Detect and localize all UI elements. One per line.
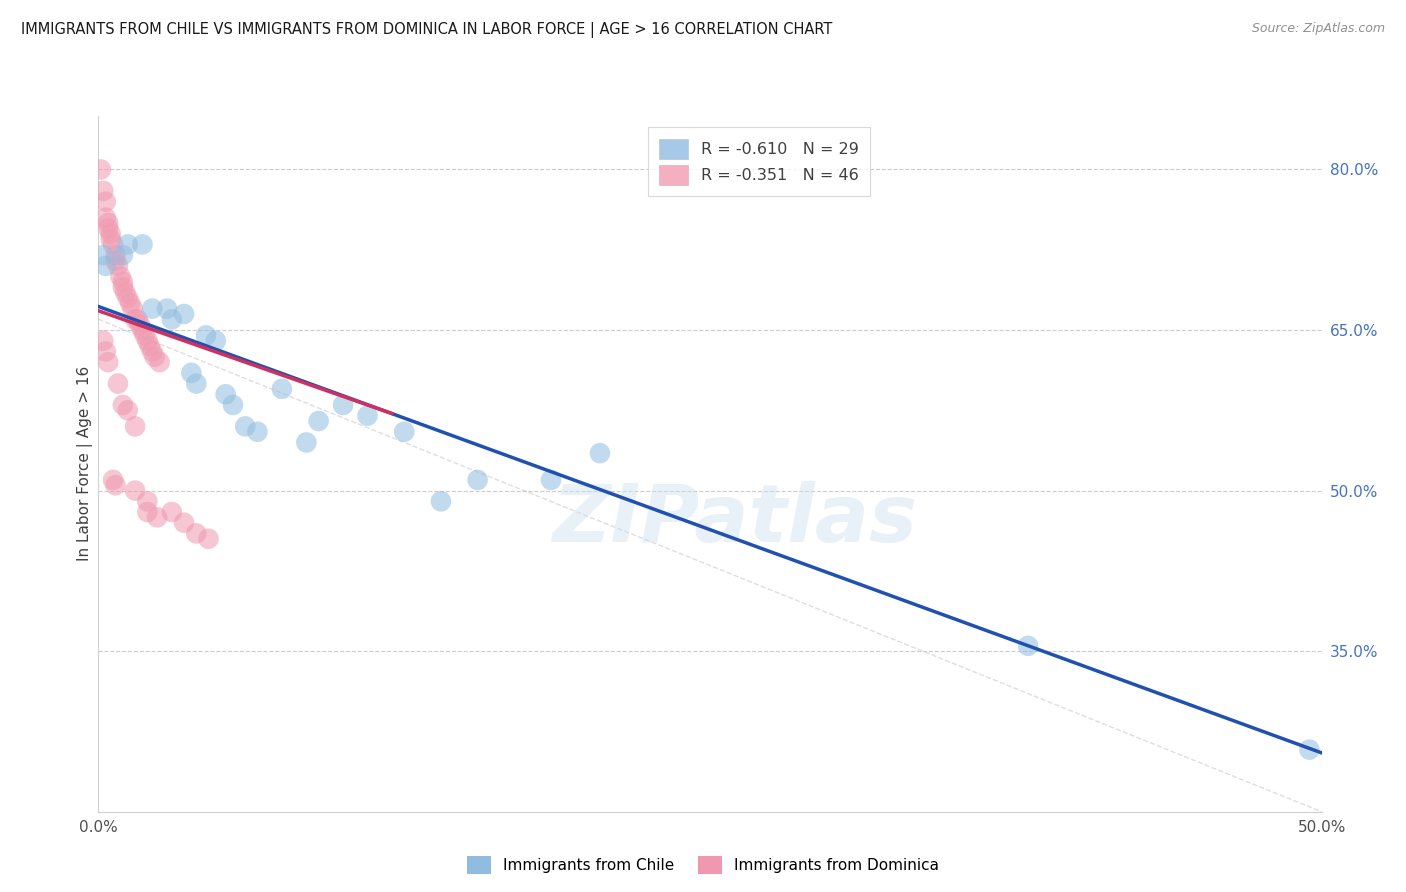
Point bbox=[107, 259, 129, 273]
Point bbox=[143, 350, 166, 364]
Point bbox=[134, 328, 156, 343]
Point bbox=[114, 285, 136, 300]
Point bbox=[173, 307, 195, 321]
Legend: Immigrants from Chile, Immigrants from Dominica: Immigrants from Chile, Immigrants from D… bbox=[461, 850, 945, 880]
Point bbox=[94, 211, 117, 225]
Y-axis label: In Labor Force | Age > 16: In Labor Force | Age > 16 bbox=[76, 367, 93, 561]
Point bbox=[141, 301, 163, 316]
Point bbox=[91, 184, 114, 198]
Point bbox=[124, 419, 146, 434]
Point bbox=[101, 473, 124, 487]
Point bbox=[136, 494, 159, 508]
Point bbox=[100, 227, 122, 241]
Point bbox=[111, 275, 134, 289]
Point bbox=[117, 403, 139, 417]
Point bbox=[127, 312, 149, 326]
Point bbox=[107, 376, 129, 391]
Text: ZIPatlas: ZIPatlas bbox=[553, 481, 917, 558]
Point bbox=[131, 323, 153, 337]
Point bbox=[467, 473, 489, 487]
Point bbox=[356, 409, 378, 423]
Point bbox=[121, 301, 143, 316]
Point bbox=[124, 312, 146, 326]
Point bbox=[94, 259, 117, 273]
Point bbox=[222, 398, 245, 412]
Point bbox=[146, 510, 169, 524]
Point bbox=[295, 435, 318, 450]
Point bbox=[117, 291, 139, 305]
Point bbox=[173, 516, 195, 530]
Point bbox=[332, 398, 354, 412]
Point bbox=[136, 505, 159, 519]
Point bbox=[186, 526, 208, 541]
Point bbox=[124, 483, 146, 498]
Point bbox=[197, 532, 219, 546]
Point bbox=[120, 296, 142, 310]
Text: IMMIGRANTS FROM CHILE VS IMMIGRANTS FROM DOMINICA IN LABOR FORCE | AGE > 16 CORR: IMMIGRANTS FROM CHILE VS IMMIGRANTS FROM… bbox=[21, 22, 832, 38]
Point bbox=[308, 414, 330, 428]
Point bbox=[1298, 742, 1320, 756]
Point bbox=[589, 446, 612, 460]
Text: Source: ZipAtlas.com: Source: ZipAtlas.com bbox=[1251, 22, 1385, 36]
Point bbox=[111, 248, 134, 262]
Point bbox=[111, 398, 134, 412]
Point bbox=[97, 355, 120, 369]
Point bbox=[136, 334, 159, 348]
Point bbox=[94, 344, 117, 359]
Point bbox=[104, 253, 127, 268]
Point bbox=[214, 387, 236, 401]
Point bbox=[139, 339, 162, 353]
Point bbox=[141, 344, 163, 359]
Point bbox=[110, 269, 132, 284]
Point bbox=[156, 301, 179, 316]
Point bbox=[111, 280, 134, 294]
Point bbox=[195, 328, 218, 343]
Point bbox=[205, 334, 228, 348]
Point bbox=[270, 382, 294, 396]
Point bbox=[129, 318, 152, 332]
Point bbox=[97, 221, 120, 235]
Point bbox=[149, 355, 172, 369]
Point bbox=[430, 494, 453, 508]
Point bbox=[540, 473, 562, 487]
Point bbox=[233, 419, 256, 434]
Point bbox=[90, 162, 112, 177]
Point bbox=[160, 312, 183, 326]
Point bbox=[104, 478, 127, 492]
Legend: R = -0.610   N = 29, R = -0.351   N = 46: R = -0.610 N = 29, R = -0.351 N = 46 bbox=[648, 128, 870, 196]
Point bbox=[160, 505, 183, 519]
Point bbox=[131, 237, 153, 252]
Point bbox=[104, 248, 127, 262]
Point bbox=[186, 376, 208, 391]
Point bbox=[97, 216, 120, 230]
Point bbox=[392, 425, 416, 439]
Point bbox=[117, 237, 139, 252]
Point bbox=[246, 425, 269, 439]
Point bbox=[100, 232, 122, 246]
Point bbox=[91, 334, 114, 348]
Point bbox=[180, 366, 202, 380]
Point bbox=[94, 194, 117, 209]
Point bbox=[1017, 639, 1039, 653]
Point bbox=[101, 237, 124, 252]
Point bbox=[91, 248, 114, 262]
